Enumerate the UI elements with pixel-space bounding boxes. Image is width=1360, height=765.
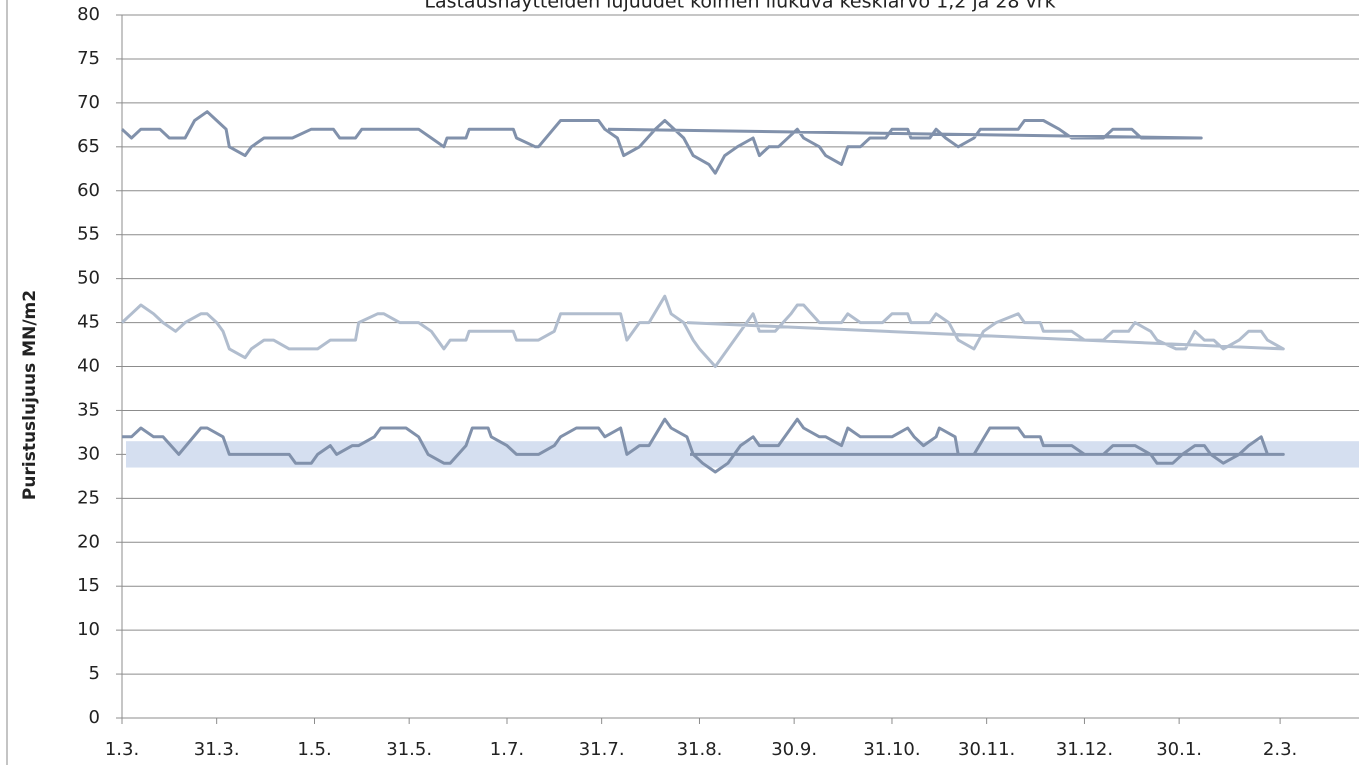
x-tick-label: 1.5.: [297, 739, 331, 760]
x-tick-label: 31.10.: [863, 739, 920, 760]
y-tick-label: 40: [77, 356, 100, 377]
x-tick-label: 30.11.: [958, 739, 1015, 760]
x-tick-label: 31.12.: [1056, 739, 1113, 760]
y-tick-label: 65: [77, 136, 100, 157]
y-tick-label: 75: [77, 48, 100, 69]
y-tick-label: 30: [77, 443, 100, 464]
x-tick-label: 1.3.: [105, 739, 139, 760]
x-tick-label: 31.7.: [579, 739, 625, 760]
y-tick-label: 55: [77, 224, 100, 245]
x-tick-label: 31.8.: [677, 739, 723, 760]
x-tick-label: 1.7.: [490, 739, 524, 760]
y-tick-label: 35: [77, 399, 100, 420]
data-line: [120, 294, 1285, 368]
y-tick-label: 20: [77, 531, 100, 552]
y-tick-label: 45: [77, 312, 100, 333]
y-tick-label: 80: [77, 4, 100, 25]
y-axis-label: Puristuslujuus MN/m2: [20, 290, 40, 500]
x-tick-label: 30.9.: [771, 739, 817, 760]
data-line: [120, 110, 1203, 175]
y-tick-label: 10: [77, 619, 100, 640]
y-tick-label: 15: [77, 575, 100, 596]
data-line: [122, 417, 1285, 474]
x-tick-label: 31.5.: [386, 739, 432, 760]
y-tick-label: 60: [77, 180, 100, 201]
y-tick-label: 25: [77, 487, 100, 508]
y-tick-label: 70: [77, 92, 100, 113]
x-tick-label: 2.3.: [1263, 739, 1297, 760]
x-tick-label: 30.1.: [1156, 739, 1202, 760]
chart-title: Lastausnäytteiden lujuudet kolmen liukuv…: [424, 0, 1055, 13]
y-tick-label: 5: [89, 663, 100, 684]
y-tick-label: 50: [77, 268, 100, 289]
x-tick-label: 31.3.: [194, 739, 240, 760]
y-tick-label: 0: [89, 707, 100, 728]
